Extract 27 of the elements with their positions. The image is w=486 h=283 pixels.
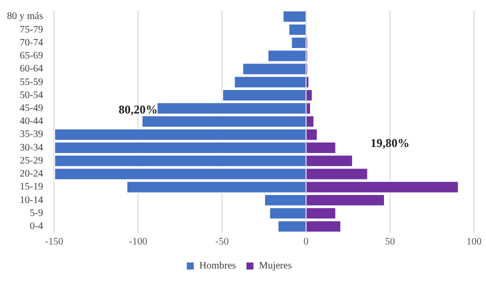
y-tick-label: 30-34 <box>20 142 44 154</box>
y-tick-label: 35-39 <box>20 129 44 140</box>
y-tick-label: 10-14 <box>20 194 44 206</box>
y-tick-label: 40-44 <box>20 116 44 128</box>
x-tick-label: 50 <box>385 236 396 248</box>
annotation: 19,80% <box>370 136 410 150</box>
y-tick-label: 15-19 <box>20 182 44 193</box>
annotation: 80,20% <box>118 102 158 116</box>
x-tick-label: -50 <box>215 236 229 248</box>
y-tick-label: 20-24 <box>20 168 44 180</box>
legend-label: Mujeres <box>258 260 292 272</box>
legend-label: Hombres <box>199 260 236 272</box>
x-tick-label: -150 <box>44 236 64 248</box>
y-tick-label: 0-4 <box>30 221 44 232</box>
y-tick-label: 25-29 <box>20 155 44 166</box>
x-tick-label: 0 <box>304 236 309 248</box>
y-tick-label: 80 y más <box>7 11 44 22</box>
y-tick-label: 55-59 <box>20 76 44 88</box>
y-tick-label: 60-64 <box>20 64 44 75</box>
x-tick-label: -100 <box>128 236 148 248</box>
y-tick-label: 50-54 <box>20 90 44 101</box>
y-tick-label: 70-74 <box>20 37 44 48</box>
y-tick-label: 75-79 <box>20 24 44 36</box>
y-tick-label: 65-69 <box>20 50 44 62</box>
x-tick-label: 100 <box>466 236 482 248</box>
y-tick-label: 5-9 <box>30 208 44 219</box>
y-tick-label: 45-49 <box>20 103 44 114</box>
